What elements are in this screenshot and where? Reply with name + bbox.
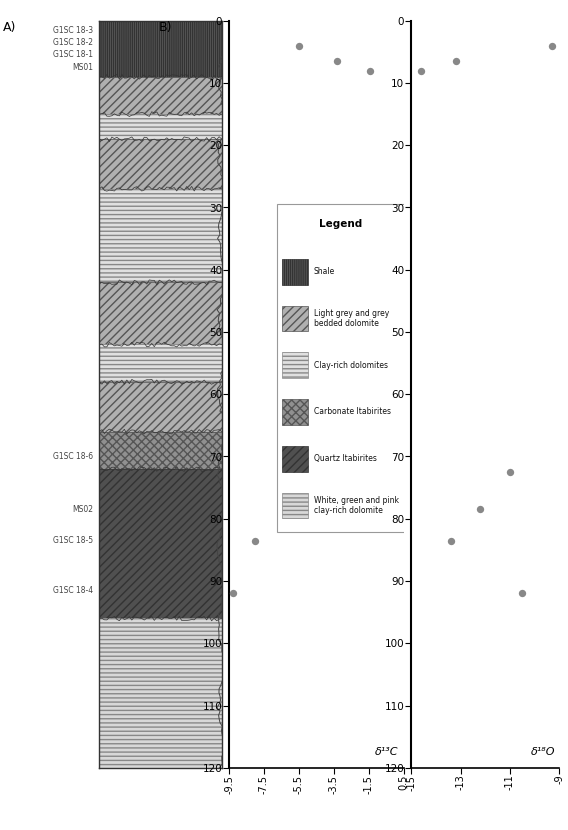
Bar	[282, 492, 308, 518]
Point	[451, 55, 460, 68]
Bar	[99, 139, 222, 188]
Text: δ¹⁸O: δ¹⁸O	[531, 746, 555, 757]
Bar	[282, 353, 308, 378]
Point	[310, 503, 319, 516]
Text: Clay-rich dolomites: Clay-rich dolomites	[314, 361, 388, 370]
Text: G1SC 18-4: G1SC 18-4	[53, 586, 93, 595]
Bar	[99, 432, 222, 469]
Point	[416, 64, 425, 77]
Bar	[99, 21, 222, 76]
Text: White, green and pink
clay-rich dolomite: White, green and pink clay-rich dolomite	[314, 496, 399, 515]
Text: B): B)	[159, 21, 173, 34]
Text: G1SC 18-5: G1SC 18-5	[53, 536, 93, 545]
Bar	[282, 446, 308, 471]
Point	[446, 534, 455, 547]
Point	[294, 39, 303, 52]
Text: Carbonate Itabirites: Carbonate Itabirites	[314, 408, 391, 417]
Text: δ¹³C: δ¹³C	[375, 746, 398, 757]
Bar	[99, 114, 222, 139]
Bar	[99, 189, 222, 282]
Bar	[99, 618, 222, 768]
Bar	[99, 282, 222, 344]
Bar	[99, 344, 222, 382]
Text: G1SC 18-2: G1SC 18-2	[53, 38, 93, 47]
Text: MS01: MS01	[72, 63, 93, 72]
Point	[228, 587, 237, 600]
Text: G1SC 18-3: G1SC 18-3	[53, 26, 93, 35]
Text: G1SC 18-1: G1SC 18-1	[53, 51, 93, 60]
Point	[333, 55, 342, 68]
Text: Quartz Itabirites: Quartz Itabirites	[314, 454, 377, 463]
Text: G1SC 18-6: G1SC 18-6	[53, 452, 93, 461]
Bar	[99, 469, 222, 618]
Text: Light grey and grey
bedded dolomite: Light grey and grey bedded dolomite	[314, 309, 389, 329]
Point	[366, 64, 375, 77]
Point	[476, 503, 485, 516]
Point	[548, 39, 557, 52]
Bar	[99, 76, 222, 114]
Point	[352, 466, 361, 479]
Bar	[99, 382, 222, 432]
Text: A): A)	[3, 21, 16, 34]
Point	[518, 587, 527, 600]
Bar	[282, 259, 308, 285]
Point	[250, 534, 260, 547]
FancyBboxPatch shape	[277, 203, 404, 533]
Text: Shale: Shale	[314, 267, 335, 276]
Text: Legend: Legend	[319, 218, 362, 229]
Point	[506, 466, 515, 479]
Bar	[282, 399, 308, 425]
Bar	[282, 305, 308, 331]
Text: MS02: MS02	[72, 505, 93, 514]
